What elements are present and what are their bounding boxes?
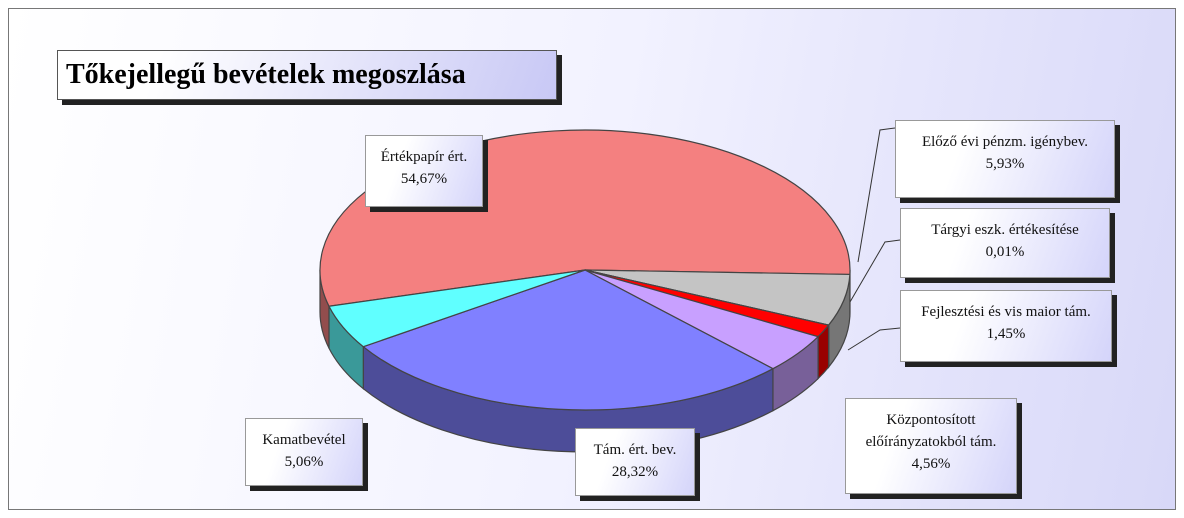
label-value: 5,06%	[284, 454, 324, 470]
label-value: 0,01%	[985, 244, 1025, 260]
data-label: Tárgyi eszk. értékesítése 0,01%	[900, 208, 1110, 278]
label-value: 1,45%	[986, 326, 1026, 342]
label-value: 5,93%	[985, 156, 1025, 172]
slice	[328, 269, 586, 348]
leader-line	[849, 239, 901, 303]
label-name: Tárgyi eszk. értékesítése	[931, 222, 1079, 238]
label-name: Értékpapír ért.	[380, 149, 468, 165]
data-label: Előző évi pénzm. igénybev. 5,93%	[895, 120, 1115, 198]
data-label: Értékpapír ért. 54,67%	[365, 135, 483, 207]
data-label: Kamatbevétel 5,06%	[245, 418, 363, 486]
label-name: Kamatbevétel	[262, 432, 346, 448]
slice	[362, 269, 775, 411]
data-label: Központosított előírányzatokból tám. 4,56…	[845, 398, 1017, 494]
chart-title: Tőkejellegű bevételek megoszlása	[57, 50, 557, 100]
data-label: Tám. ért. bev. 28,32%	[575, 428, 695, 496]
leader-line	[857, 127, 896, 263]
label-name: Fejlesztési és vis maior tám.	[921, 304, 1091, 320]
label-value: 54,67%	[400, 171, 448, 187]
label-name: Előző évi pénzm. igénybev.	[921, 134, 1089, 150]
label-value: 28,32%	[611, 464, 659, 480]
label-name: Központosított előírányzatokból tám.	[865, 412, 997, 450]
data-label: Fejlesztési és vis maior tám. 1,45%	[900, 290, 1112, 362]
label-value: 4,56%	[911, 456, 951, 472]
leader-line	[847, 327, 901, 351]
label-name: Tám. ért. bev.	[593, 442, 677, 458]
